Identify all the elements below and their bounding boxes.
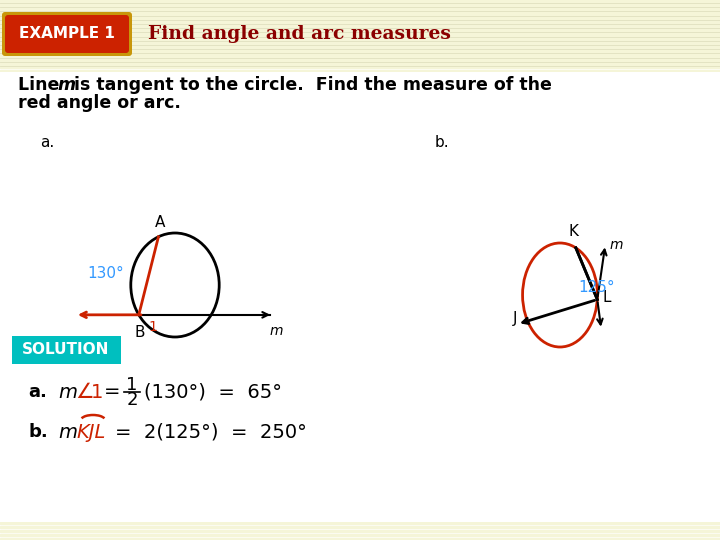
FancyBboxPatch shape (12, 336, 121, 364)
Text: $\angle$: $\angle$ (75, 382, 94, 402)
Text: m: m (270, 324, 284, 338)
Text: K: K (569, 224, 579, 239)
Text: 130°: 130° (87, 266, 124, 280)
Text: 1: 1 (126, 376, 138, 394)
Text: m: m (609, 238, 623, 252)
Bar (0, 34, 720, 36)
Text: =: = (104, 382, 120, 402)
Text: B: B (135, 325, 145, 340)
Bar (0, 38, 720, 40)
Bar (0, 66, 720, 68)
Bar (0, 18, 720, 20)
Text: KJL: KJL (76, 422, 105, 442)
Bar (0, 62, 720, 64)
Bar (0, 538, 720, 540)
Text: Find angle and arc measures: Find angle and arc measures (148, 25, 451, 43)
Bar (0, 22, 720, 24)
Bar (0, 6, 720, 8)
Text: J: J (513, 312, 518, 327)
Bar (0, 0, 720, 68)
Text: SOLUTION: SOLUTION (22, 342, 109, 357)
Bar (0, 10, 720, 12)
Text: 1: 1 (149, 320, 158, 334)
FancyBboxPatch shape (5, 15, 129, 53)
Bar (0, 522, 720, 524)
Bar (0, 534, 720, 536)
Text: Line: Line (18, 76, 66, 94)
Bar (0, 26, 720, 28)
Text: b.: b. (28, 423, 48, 441)
Text: b.: b. (435, 135, 449, 150)
Bar (0, 14, 720, 16)
Bar (0, 50, 720, 52)
Text: $m$: $m$ (58, 422, 78, 442)
Text: EXAMPLE 1: EXAMPLE 1 (19, 26, 115, 42)
Text: a.: a. (28, 383, 47, 401)
Bar (0, 54, 720, 56)
FancyBboxPatch shape (2, 12, 132, 56)
Bar (0, 530, 720, 532)
Text: m: m (57, 76, 75, 94)
Text: 125°: 125° (578, 280, 615, 294)
Text: =  2(125°)  =  250°: = 2(125°) = 250° (115, 422, 307, 442)
Bar (0, 70, 720, 72)
Text: is tangent to the circle.  Find the measure of the: is tangent to the circle. Find the measu… (68, 76, 552, 94)
Bar (0, 42, 720, 44)
Text: L: L (603, 290, 611, 305)
Text: 2: 2 (126, 391, 138, 409)
Bar (0, 2, 720, 4)
Text: A: A (156, 215, 166, 230)
Text: a.: a. (40, 135, 54, 150)
Text: red angle or arc.: red angle or arc. (18, 94, 181, 112)
Bar (0, 526, 720, 528)
Bar (0, 58, 720, 60)
Text: (130°)  =  65°: (130°) = 65° (144, 382, 282, 402)
Bar (0, 72, 720, 522)
Text: $m$: $m$ (58, 382, 78, 402)
Bar (0, 30, 720, 32)
Bar (0, 46, 720, 48)
Text: 1: 1 (91, 382, 104, 402)
